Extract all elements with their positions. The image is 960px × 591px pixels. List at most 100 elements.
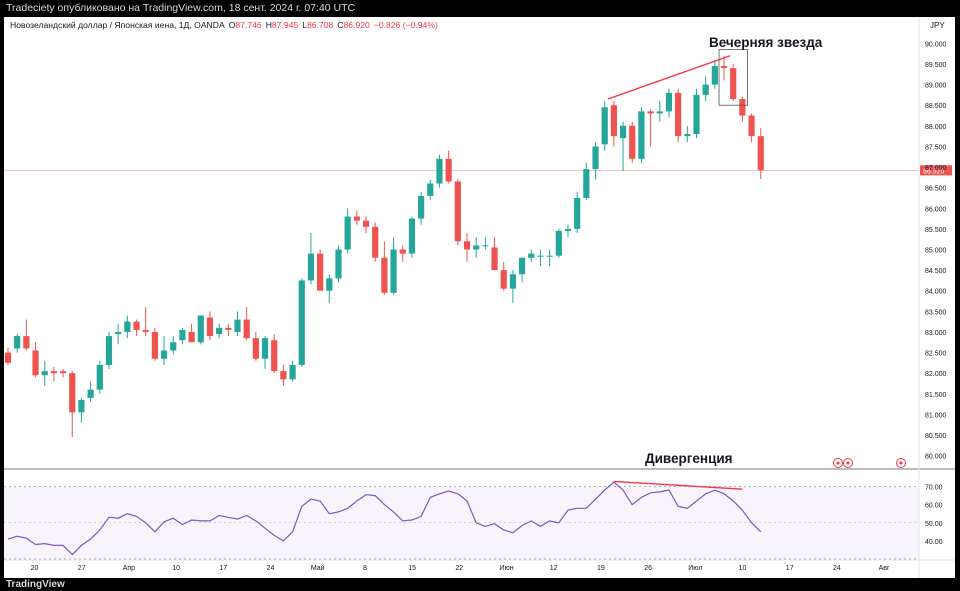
candle[interactable]	[32, 342, 39, 378]
candle-body	[684, 134, 691, 137]
candle[interactable]	[537, 249, 544, 266]
event-marker-dot-icon	[846, 461, 850, 465]
candle[interactable]	[592, 142, 599, 180]
candle[interactable]	[206, 311, 214, 341]
candle[interactable]	[307, 233, 315, 285]
candle[interactable]	[124, 315, 131, 339]
candle[interactable]	[390, 237, 397, 295]
candle[interactable]	[261, 336, 269, 370]
candle[interactable]	[748, 113, 755, 143]
candle-body	[418, 195, 425, 219]
candle[interactable]	[665, 88, 673, 118]
candle[interactable]	[188, 323, 195, 343]
candle[interactable]	[509, 270, 516, 304]
candle-body	[537, 255, 544, 257]
chart-frame[interactable]: 86.920 80.000 80.500 81.000 81.500 82.000 82.…	[4, 17, 955, 578]
candle[interactable]	[326, 274, 333, 304]
candle[interactable]	[381, 241, 388, 295]
price-axis[interactable]: 80.000 80.500 81.000 81.500 82.000 82.500 83.0…	[925, 41, 947, 460]
candle[interactable]	[445, 150, 452, 184]
candle[interactable]	[87, 381, 94, 403]
candle[interactable]	[555, 228, 562, 258]
candle[interactable]	[335, 245, 342, 283]
candle[interactable]	[252, 331, 259, 361]
symbol-name: Новозеландский доллар / Японская иена, 1…	[10, 20, 225, 30]
candle[interactable]	[629, 121, 636, 163]
candle[interactable]	[436, 154, 443, 188]
candle[interactable]	[656, 101, 663, 122]
candle[interactable]	[14, 334, 21, 353]
candle[interactable]	[454, 179, 461, 246]
candle[interactable]	[160, 336, 168, 365]
candle[interactable]	[702, 76, 709, 102]
candle[interactable]	[216, 323, 223, 339]
candle[interactable]	[59, 369, 67, 378]
candle[interactable]	[23, 319, 30, 351]
candle[interactable]	[50, 366, 57, 382]
candle[interactable]	[574, 191, 581, 234]
candle[interactable]	[693, 88, 700, 139]
candle[interactable]	[491, 237, 498, 271]
candle[interactable]	[243, 307, 250, 341]
rsi-axis[interactable]: 40.00 50.00 60.00 70.00	[925, 485, 943, 546]
candle[interactable]	[179, 327, 186, 345]
candle[interactable]	[720, 55, 728, 81]
candle[interactable]	[730, 63, 737, 102]
candle[interactable]	[225, 323, 232, 337]
candle[interactable]	[610, 101, 617, 147]
candle[interactable]	[427, 179, 434, 201]
candle[interactable]	[473, 237, 480, 258]
candle[interactable]	[271, 334, 278, 374]
candle[interactable]	[546, 249, 553, 266]
candle[interactable]	[96, 360, 103, 394]
candle[interactable]	[41, 360, 48, 386]
candle[interactable]	[133, 319, 140, 337]
candle[interactable]	[619, 121, 627, 172]
candle[interactable]	[197, 315, 204, 345]
candle[interactable]	[675, 88, 682, 143]
candle[interactable]	[564, 224, 572, 238]
candle[interactable]	[583, 162, 590, 201]
candle-body	[105, 336, 113, 365]
candle[interactable]	[298, 278, 305, 367]
event-markers[interactable]	[833, 458, 906, 468]
candle[interactable]	[317, 249, 324, 291]
price-tick-label: 81.500	[925, 392, 947, 399]
time-axis[interactable]: 20 27 Апр 10 17 24 Май 8 15 22 Июн 12 19 26 Июл 10 17 24 А…	[31, 564, 890, 572]
candle[interactable]	[757, 127, 764, 180]
candle[interactable]	[170, 336, 177, 355]
candle[interactable]	[601, 101, 608, 151]
candle[interactable]	[280, 364, 287, 386]
candle[interactable]	[500, 261, 507, 291]
candle[interactable]	[4, 347, 12, 365]
candle[interactable]	[684, 125, 691, 143]
candle[interactable]	[528, 249, 535, 262]
candle[interactable]	[418, 191, 425, 225]
chart-svg[interactable]: 86.920 80.000 80.500 81.000 81.500 82.000 82.…	[4, 17, 955, 578]
symbol-legend[interactable]: Новозеландский доллар / Японская иена, 1…	[10, 20, 438, 30]
candle[interactable]	[399, 245, 406, 262]
candle[interactable]	[372, 222, 379, 262]
candles-group[interactable]	[4, 55, 764, 438]
candle[interactable]	[518, 257, 526, 283]
candle[interactable]	[353, 210, 360, 225]
candle[interactable]	[711, 59, 718, 89]
candle[interactable]	[482, 237, 489, 250]
candle[interactable]	[142, 307, 149, 337]
candle[interactable]	[69, 371, 76, 438]
candle[interactable]	[105, 331, 113, 370]
candle[interactable]	[234, 311, 241, 337]
time-tick-label: 10	[172, 565, 180, 572]
candle[interactable]	[647, 109, 654, 147]
candle[interactable]	[115, 323, 122, 345]
candle[interactable]	[344, 208, 351, 254]
candle[interactable]	[463, 233, 471, 262]
candle[interactable]	[638, 107, 645, 163]
candle[interactable]	[78, 397, 85, 423]
candle[interactable]	[408, 216, 416, 258]
candle[interactable]	[739, 96, 746, 122]
candle[interactable]	[151, 327, 158, 361]
candle[interactable]	[362, 216, 370, 234]
candle[interactable]	[289, 360, 296, 382]
candle-body	[252, 338, 259, 359]
